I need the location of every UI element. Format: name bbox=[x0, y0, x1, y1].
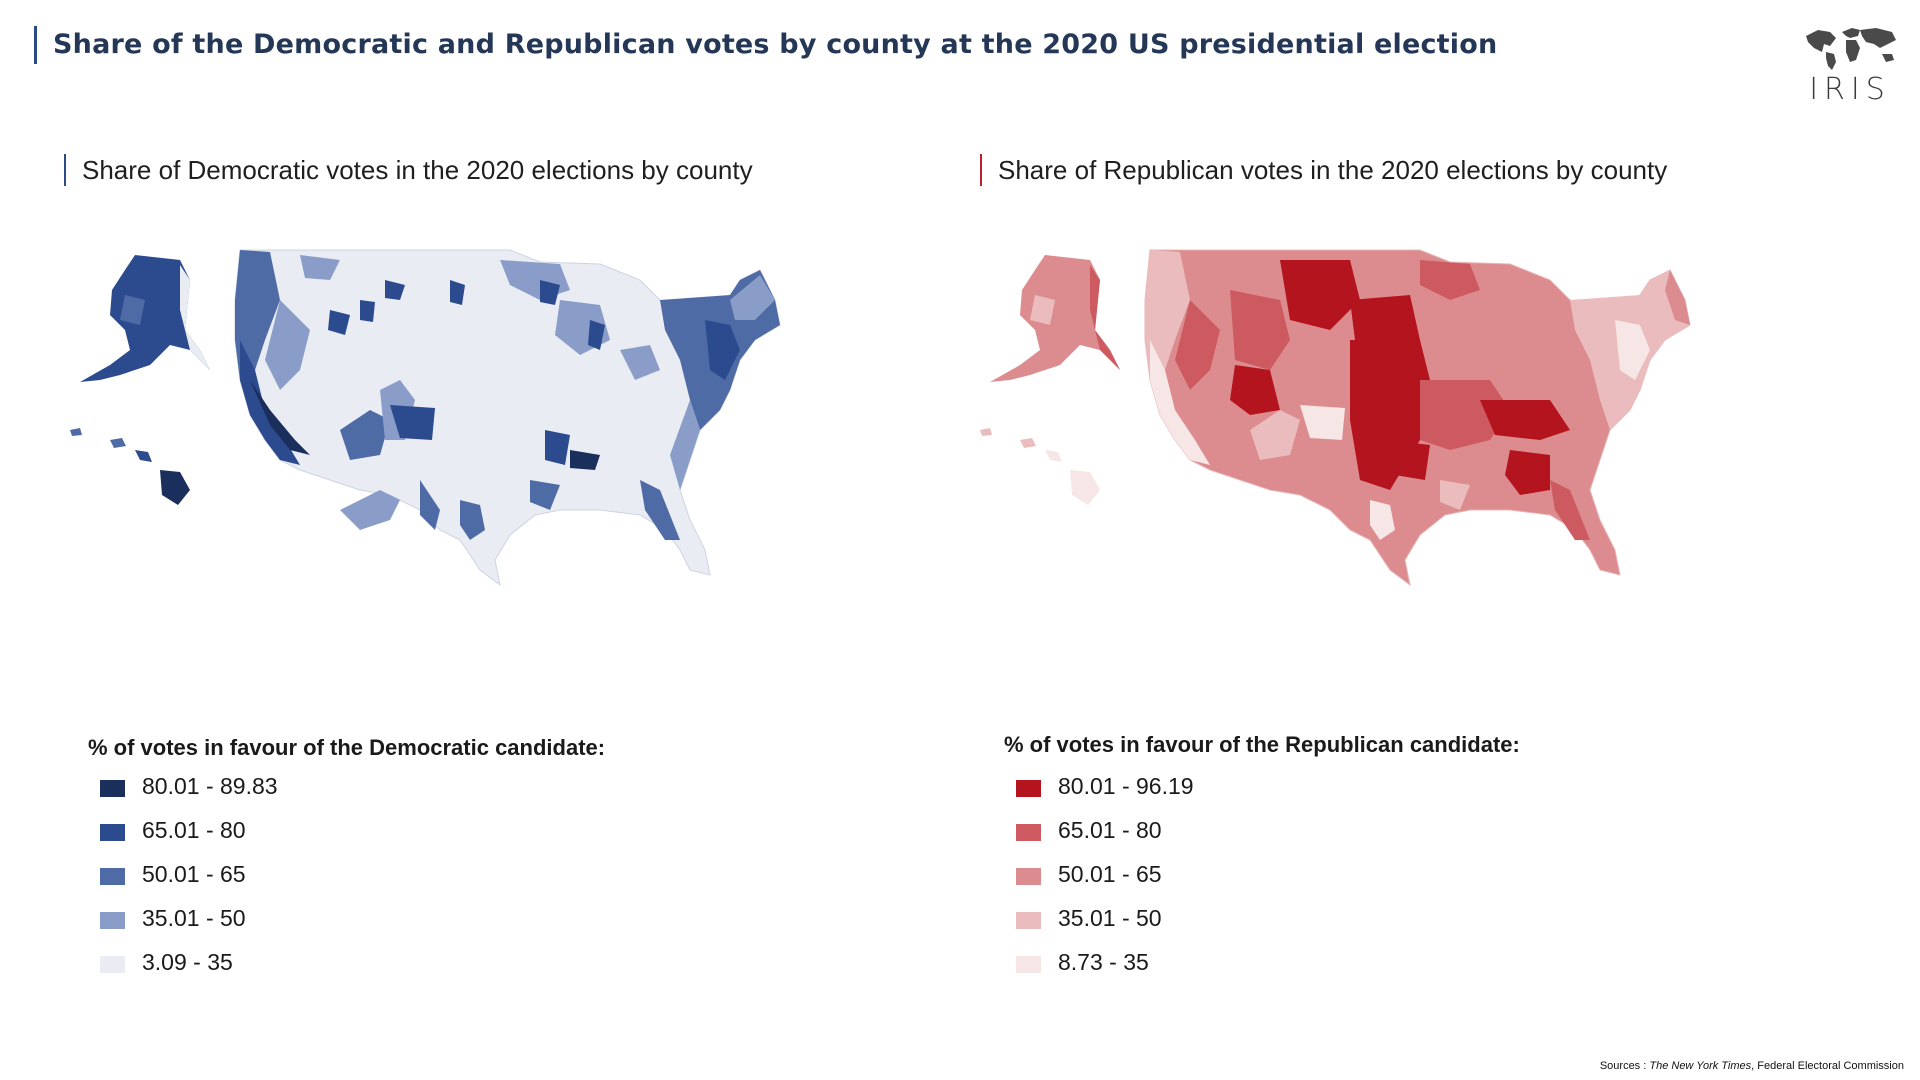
sources-note: Sources : The New York Times, Federal El… bbox=[1600, 1060, 1904, 1072]
legend-label: 35.01 - 50 bbox=[1058, 905, 1162, 931]
democratic-legend-title: % of votes in favour of the Democratic c… bbox=[88, 735, 606, 760]
legend-item: 35.01 - 50 bbox=[1004, 897, 1520, 941]
democratic-legend: % of votes in favour of the Democratic c… bbox=[88, 735, 605, 985]
legend-item: 80.01 - 96.19 bbox=[1004, 765, 1520, 809]
alaska bbox=[990, 255, 1120, 382]
iris-logo: IRIS bbox=[1800, 22, 1900, 107]
legend-swatch bbox=[100, 868, 125, 885]
hawaii bbox=[980, 428, 1100, 505]
legend-item: 80.01 - 89.83 bbox=[88, 765, 605, 809]
legend-item: 3.09 - 35 bbox=[88, 941, 605, 985]
main-title: Share of the Democratic and Republican v… bbox=[34, 26, 1497, 64]
legend-label: 8.73 - 35 bbox=[1058, 949, 1149, 975]
legend-label: 65.01 - 80 bbox=[142, 817, 246, 843]
legend-item: 65.01 - 80 bbox=[1004, 809, 1520, 853]
sources-rest: , Federal Electoral Commission bbox=[1751, 1060, 1904, 1072]
legend-swatch bbox=[1016, 824, 1041, 841]
legend-swatch bbox=[1016, 912, 1041, 929]
sources-publication: The New York Times bbox=[1649, 1060, 1752, 1072]
legend-item: 65.01 - 80 bbox=[88, 809, 605, 853]
legend-label: 50.01 - 65 bbox=[1058, 861, 1162, 887]
hawaii bbox=[70, 428, 190, 505]
world-map-icon bbox=[1806, 28, 1896, 70]
alaska bbox=[80, 255, 210, 382]
contiguous-us bbox=[234, 249, 781, 587]
legend-swatch bbox=[100, 780, 125, 797]
republican-county-map bbox=[980, 249, 1691, 587]
logo-text: IRIS bbox=[1809, 72, 1891, 107]
legend-swatch bbox=[100, 912, 125, 929]
democratic-county-map bbox=[70, 249, 781, 587]
legend-label: 65.01 - 80 bbox=[1058, 817, 1162, 843]
republican-legend-title: % of votes in favour of the Republican c… bbox=[1004, 732, 1520, 757]
legend-item: 50.01 - 65 bbox=[88, 853, 605, 897]
republican-map-title: Share of Republican votes in the 2020 el… bbox=[980, 154, 1667, 186]
legend-swatch bbox=[100, 956, 125, 973]
legend-label: 3.09 - 35 bbox=[142, 949, 233, 975]
legend-item: 50.01 - 65 bbox=[1004, 853, 1520, 897]
legend-swatch bbox=[1016, 956, 1041, 973]
contiguous-us bbox=[1144, 249, 1691, 587]
legend-item: 8.73 - 35 bbox=[1004, 941, 1520, 985]
legend-label: 80.01 - 89.83 bbox=[142, 773, 278, 799]
legend-swatch bbox=[1016, 868, 1041, 885]
legend-label: 35.01 - 50 bbox=[142, 905, 246, 931]
sources-prefix: Sources : bbox=[1599, 1060, 1650, 1072]
legend-swatch bbox=[1016, 780, 1041, 797]
legend-item: 35.01 - 50 bbox=[88, 897, 605, 941]
republican-legend: % of votes in favour of the Republican c… bbox=[1004, 732, 1520, 985]
legend-swatch bbox=[100, 824, 125, 841]
legend-label: 80.01 - 96.19 bbox=[1058, 773, 1194, 799]
legend-label: 50.01 - 65 bbox=[142, 861, 246, 887]
democratic-map-title: Share of Democratic votes in the 2020 el… bbox=[64, 154, 753, 186]
